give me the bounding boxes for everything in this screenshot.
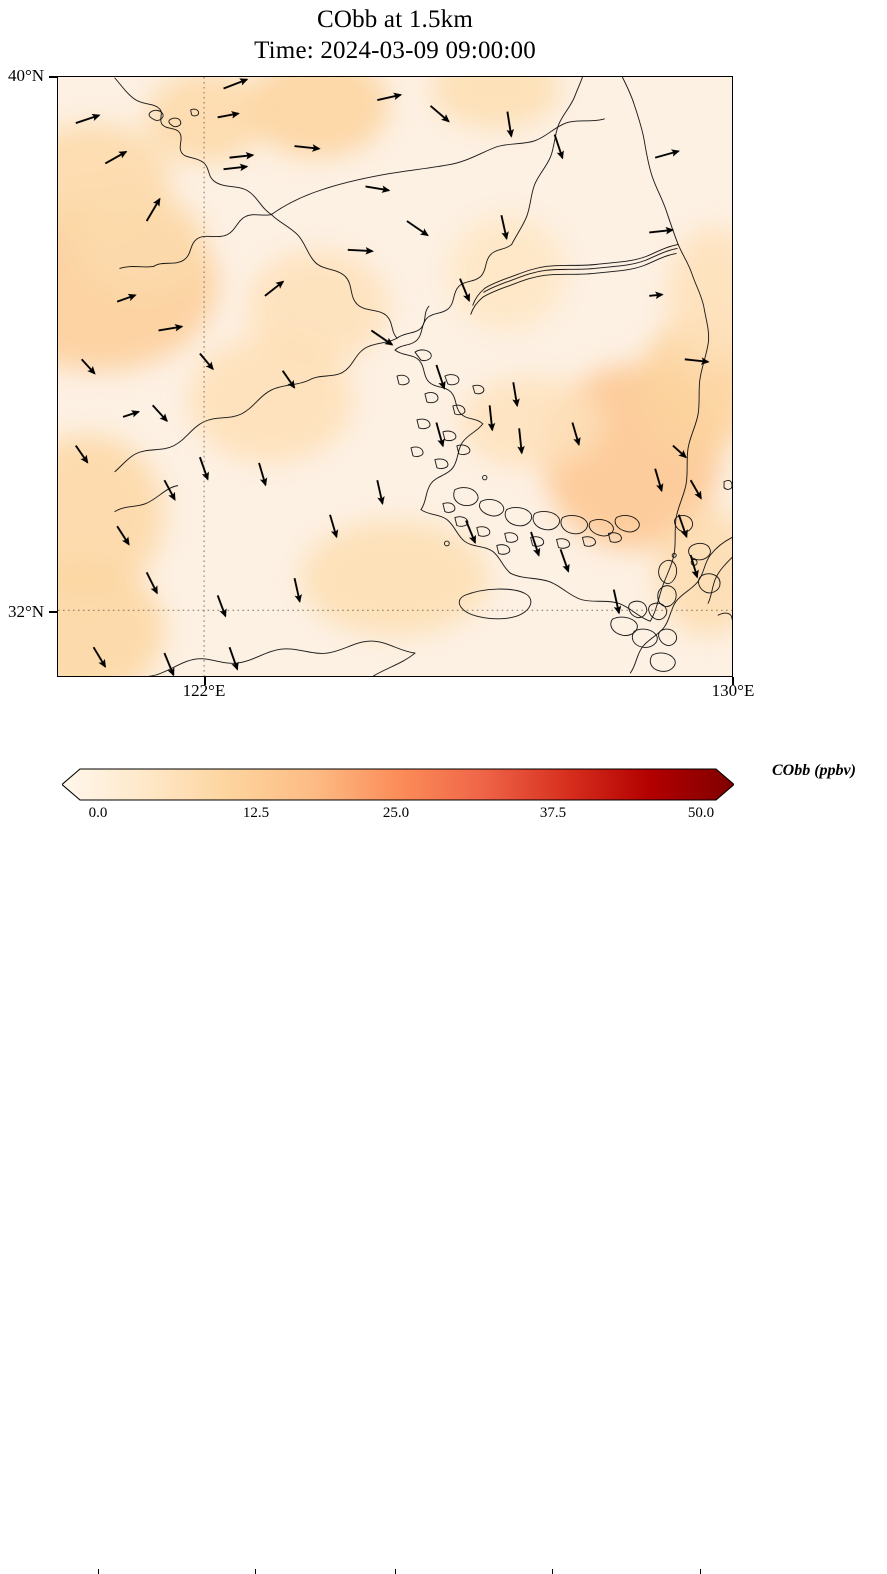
wind-vector-arrow: [92, 646, 106, 668]
wind-vector-arrow: [429, 105, 450, 123]
wind-vector-arrow: [612, 589, 622, 615]
wind-vector-arrow: [228, 646, 239, 671]
wind-vector-arrow: [435, 364, 446, 390]
wind-vector-arrow: [459, 278, 470, 303]
wind-vector-arrow: [654, 468, 664, 493]
colorbar[interactable]: [62, 767, 734, 1574]
gridlines: [58, 77, 732, 676]
wind-vector-arrow: [684, 357, 710, 365]
wind-vector-arrow: [258, 462, 268, 487]
wind-vector-arrow: [649, 226, 675, 235]
wind-vector-arrow: [677, 514, 688, 539]
figure-title: CObb at 1.5km Time: 2024-03-09 09:00:00: [0, 4, 790, 66]
wind-vector-arrow: [654, 149, 680, 159]
wind-vector-arrow: [264, 280, 285, 297]
wind-vector-arrow: [689, 554, 699, 579]
wind-vector-arrow: [294, 144, 321, 152]
axis-label-lat-40: 40°N: [8, 66, 45, 85]
wind-vector-arrow: [281, 370, 296, 389]
wind-vector-arrow: [229, 152, 255, 160]
wind-vector-arrow: [649, 291, 664, 300]
wind-vector-arrow: [365, 185, 391, 193]
wind-vector-arrow: [406, 220, 429, 237]
map-plot-area[interactable]: [57, 76, 733, 677]
wind-vector-arrow: [116, 293, 137, 303]
colorbar-tick-mark-4: [700, 1569, 702, 1574]
wind-vector-arrow: [559, 549, 570, 573]
axis-label-lon-130: 130°E: [711, 681, 755, 700]
colorbar-tick-label-2: 25.0: [382, 805, 410, 821]
wind-vector-arrow: [530, 531, 541, 557]
wind-vector-arrow: [74, 445, 89, 464]
wind-vector-arrow: [75, 113, 101, 124]
wind-vector-arrow: [145, 571, 158, 595]
colorbar-tick-mark-2: [395, 1569, 397, 1574]
wind-vector-arrow: [465, 520, 476, 544]
wind-vector-arrow: [377, 92, 403, 101]
colorbar-tick-mark-0: [98, 1569, 100, 1574]
wind-vector-arrow: [223, 163, 249, 172]
wind-vector-arrow: [435, 422, 445, 448]
wind-vector-arrow: [198, 456, 209, 481]
colorbar-tick-label-4: 50.0: [687, 805, 715, 821]
wind-vector-arrow: [199, 352, 214, 371]
title-line-time: Time: 2024-03-09 09:00:00: [254, 37, 536, 64]
wind-vector-arrow: [689, 479, 702, 500]
map-canvas: [58, 77, 732, 676]
wind-vector-arrow: [370, 329, 394, 346]
wind-vector-arrow: [122, 410, 140, 418]
colorbar-gradient: [62, 768, 734, 801]
concentration-field: [58, 77, 732, 676]
wind-vector-arrow: [216, 595, 227, 618]
axis-label-lat-32: 32°N: [8, 602, 45, 621]
wind-vector-arrow: [217, 111, 240, 119]
wind-vector-arrow: [116, 525, 130, 546]
wind-vector-layer: [74, 78, 710, 676]
colorbar-tick-label-1: 12.5: [242, 805, 270, 821]
wind-vector-arrow: [672, 444, 687, 459]
wind-vector-arrow: [347, 246, 374, 255]
wind-vector-arrow: [506, 111, 514, 138]
wind-vector-arrow: [163, 479, 176, 501]
axis-label-lon-122: 122°E: [182, 681, 226, 700]
wind-vector-arrow: [512, 382, 520, 408]
coastline-layer: [114, 77, 732, 676]
wind-vector-arrow: [500, 215, 509, 241]
colorbar-tick-mark-3: [552, 1569, 554, 1574]
wind-vector-arrow: [376, 479, 385, 505]
tick-mark-lon-122: [204, 677, 206, 685]
wind-vector-arrow: [145, 197, 161, 222]
tick-mark-lon-130: [732, 677, 734, 685]
wind-vector-arrow: [329, 514, 339, 539]
wind-vector-arrow: [223, 78, 249, 90]
wind-vector-arrow: [571, 422, 581, 447]
wind-vector-arrow: [293, 577, 302, 603]
tick-mark-lat-32: [49, 611, 57, 613]
wind-vector-arrow: [553, 134, 564, 160]
colorbar-tick-mark-1: [255, 1569, 257, 1574]
colorbar-tick-label-0: 0.0: [88, 805, 108, 821]
wind-vector-arrow: [151, 404, 168, 422]
wind-vector-arrow: [104, 150, 128, 165]
wind-vector-arrow: [487, 405, 496, 432]
wind-vector-arrow: [80, 358, 96, 375]
tick-mark-lat-40: [49, 76, 57, 78]
wind-vector-arrow: [517, 428, 525, 455]
wind-vector-arrow: [163, 652, 175, 676]
colorbar-axis-label: CObb (ppbv): [772, 762, 856, 779]
title-line-variable: CObb at 1.5km: [316, 6, 474, 33]
colorbar-tick-label-3: 37.5: [539, 805, 567, 821]
wind-vector-arrow: [158, 323, 184, 332]
